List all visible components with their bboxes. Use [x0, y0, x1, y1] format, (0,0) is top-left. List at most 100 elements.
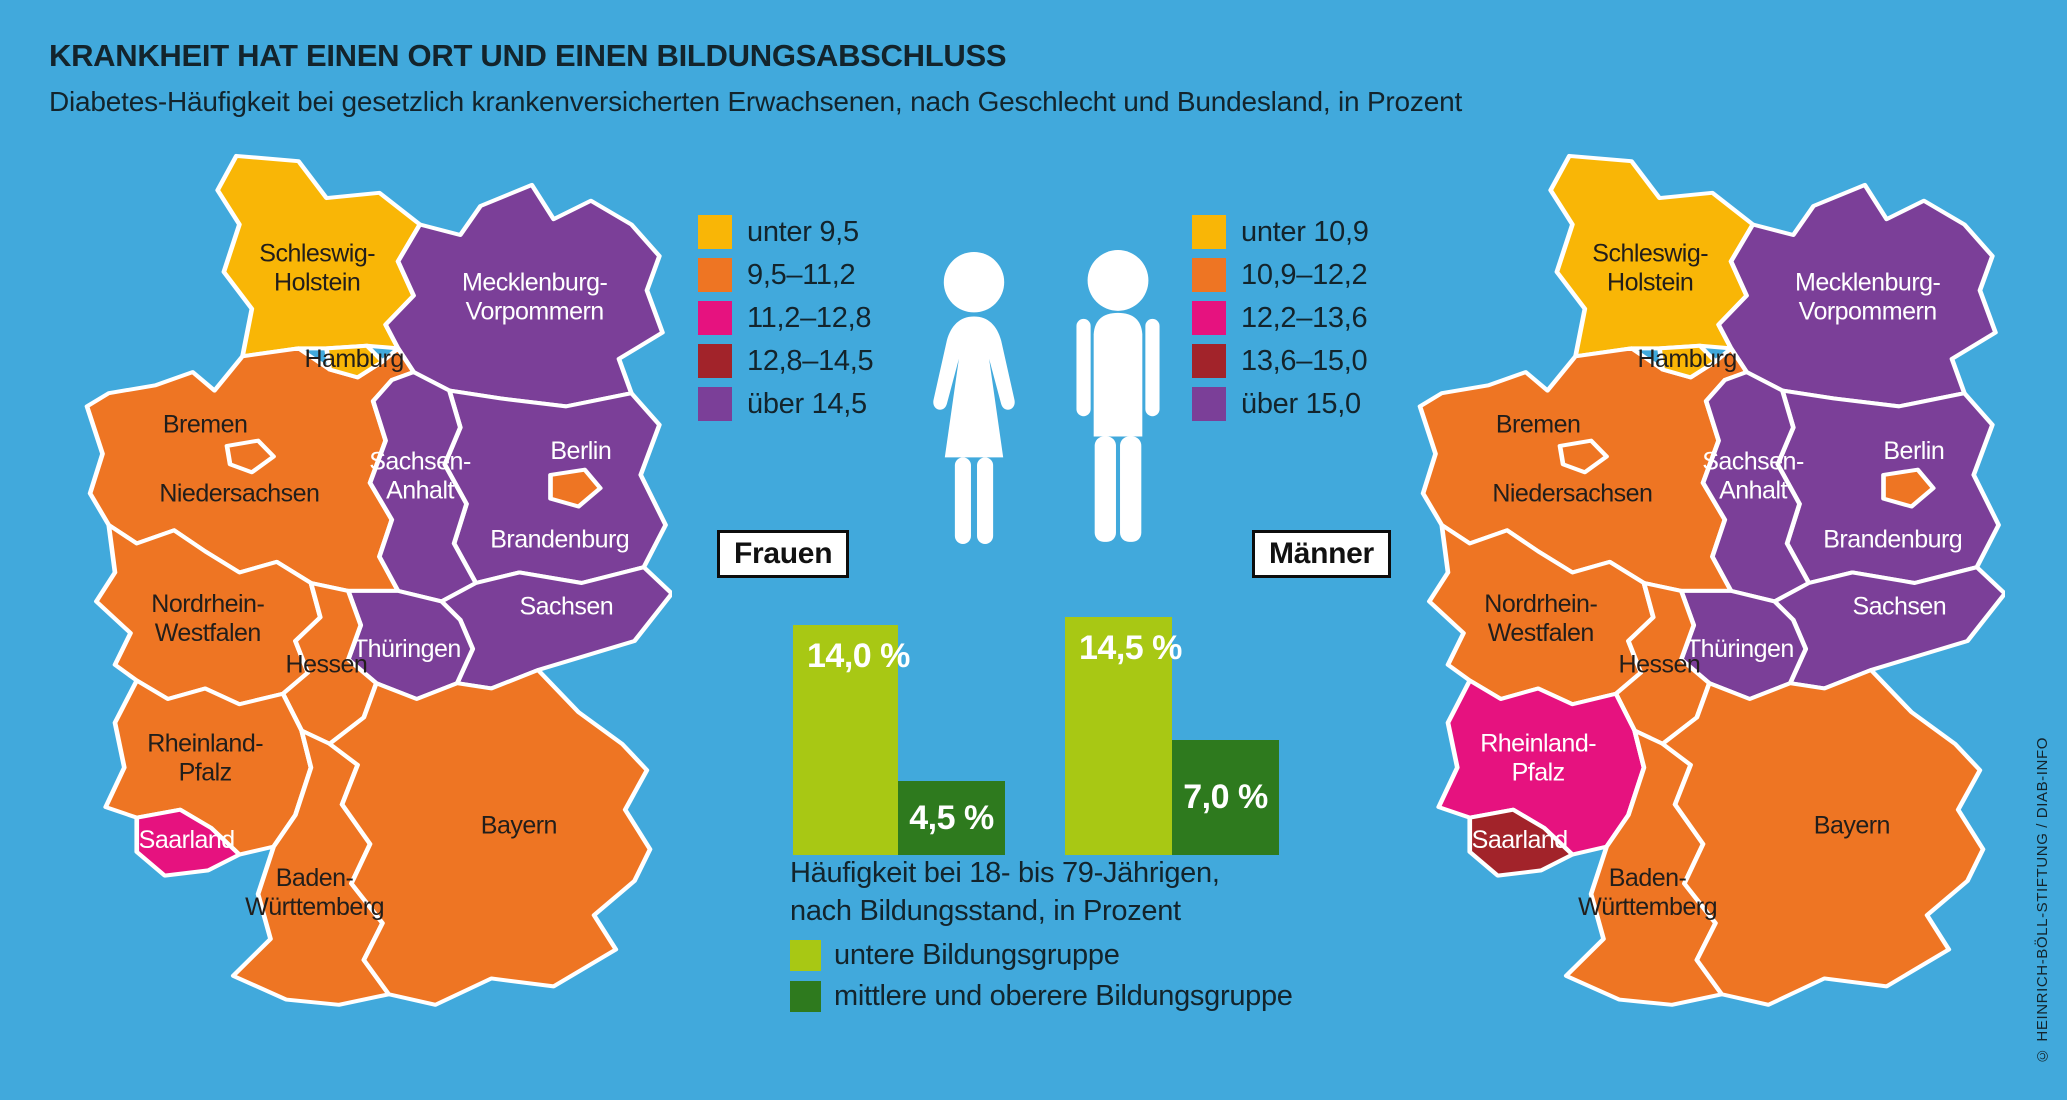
state-label-sachsen-anhalt: Sachsen-Anhalt — [1702, 448, 1804, 505]
education-chart-note: Häufigkeit bei 18- bis 79-Jährigen, nach… — [790, 854, 1293, 1012]
state-bayern — [327, 668, 653, 1007]
male-icon — [1044, 248, 1192, 557]
state-label-niedersachsen: Niedersachsen — [159, 479, 319, 507]
state-label-berlin: Berlin — [550, 437, 611, 465]
note-line-2: nach Bildungsstand, in Prozent — [790, 895, 1181, 927]
state-label-niedersachsen: Niedersachsen — [1492, 479, 1652, 507]
legend-item: 13,6–15,0 — [1192, 344, 1369, 378]
state-berlin — [548, 467, 603, 509]
state-label-berlin: Berlin — [1883, 437, 1944, 465]
germany-map: Schleswig-Holstein Hamburg Mecklenburg-V… — [84, 153, 672, 1007]
frauen-tag: Frauen — [717, 530, 850, 578]
legend-item: 12,2–13,6 — [1192, 301, 1369, 335]
state-label-baden-wuerttemberg: Baden-Württemberg — [245, 864, 384, 921]
state-label-bayern: Bayern — [1814, 811, 1890, 839]
state-label-brandenburg: Brandenburg — [1823, 525, 1962, 553]
legend-swatch-magenta — [698, 301, 732, 335]
state-label-saarland: Saarland — [139, 826, 235, 854]
bar-frauen-mittlere-obere-bildungsgruppe: 4,5 % — [898, 781, 1005, 855]
legend-label: untere Bildungsgruppe — [834, 939, 1120, 971]
bar-maenner-untere-bildungsgruppe: 14,5 % — [1065, 617, 1182, 855]
female-icon — [900, 250, 1048, 557]
state-label-mecklenburg-vorpommern: Mecklenburg-Vorpommern — [1795, 268, 1941, 325]
legend-swatch-yellow — [698, 215, 732, 249]
education-legend-item: untere Bildungsgruppe — [790, 939, 1293, 971]
state-label-baden-wuerttemberg: Baden-Württemberg — [1578, 864, 1717, 921]
legend-label: über 15,0 — [1241, 387, 1361, 420]
state-label-mecklenburg-vorpommern: Mecklenburg-Vorpommern — [462, 268, 608, 325]
legend-label: 10,9–12,2 — [1241, 258, 1368, 291]
legend-item: 9,5–11,2 — [698, 258, 873, 292]
state-label-hessen: Hessen — [1619, 651, 1701, 679]
state-bremen — [224, 438, 276, 475]
state-berlin — [1881, 467, 1936, 509]
bar-value-label: 14,5 % — [1079, 629, 1182, 667]
legend-label: 9,5–11,2 — [747, 258, 856, 291]
legend-label: mittlere und oberere Bildungsgruppe — [834, 980, 1293, 1012]
education-legend-item: mittlere und oberere Bildungsgruppe — [790, 980, 1293, 1012]
state-label-saarland: Saarland — [1472, 826, 1568, 854]
bar-value-label: 7,0 % — [1183, 778, 1268, 816]
legend-item: unter 10,9 — [1192, 215, 1369, 249]
note-line-1: Häufigkeit bei 18- bis 79-Jährigen, — [790, 857, 1220, 889]
legend-label: 12,8–14,5 — [747, 344, 874, 377]
legend-item: über 15,0 — [1192, 387, 1369, 421]
legend-swatch-orange — [1192, 258, 1226, 292]
state-label-bremen: Bremen — [1496, 411, 1580, 439]
state-label-sachsen: Sachsen — [1852, 593, 1946, 621]
state-label-schleswig-holstein: Schleswig-Holstein — [259, 239, 375, 296]
legend-swatch-purple — [1192, 387, 1226, 421]
map-maenner: Schleswig-Holstein Hamburg Mecklenburg-V… — [1385, 148, 2005, 1018]
state-hamburg — [1657, 343, 1718, 380]
legend-item: 11,2–12,8 — [698, 301, 873, 335]
state-saarland — [134, 807, 242, 878]
state-bremen — [1557, 438, 1609, 475]
bar-value-label: 14,0 % — [807, 637, 910, 675]
state-mecklenburg-vorpommern — [383, 182, 665, 409]
legend-maenner: unter 10,9 10,9–12,2 12,2–13,6 13,6–15,0… — [1192, 215, 1369, 430]
bar-value-label: 4,5 % — [909, 798, 994, 837]
legend-label: über 14,5 — [747, 387, 867, 420]
map-frauen: Schleswig-Holstein Hamburg Mecklenburg-V… — [52, 148, 672, 1018]
state-saarland — [1467, 807, 1575, 878]
legend-label: unter 9,5 — [747, 215, 859, 248]
state-label-thueringen: Thüringen — [353, 635, 461, 663]
legend-swatch-purple — [698, 387, 732, 421]
state-sachsen — [439, 565, 672, 691]
state-label-sachsen: Sachsen — [519, 593, 613, 621]
legend-item: 12,8–14,5 — [698, 344, 874, 378]
legend-swatch-darkgreen — [790, 981, 821, 1012]
state-mecklenburg-vorpommern — [1716, 182, 1998, 409]
legend-swatch-darkred — [698, 344, 732, 378]
state-shapes — [1417, 153, 2005, 1007]
legend-item: 10,9–12,2 — [1192, 258, 1369, 292]
state-sachsen — [1772, 565, 2005, 691]
germany-map: Schleswig-Holstein Hamburg Mecklenburg-V… — [1417, 153, 2005, 1007]
legend-swatch-lightgreen — [790, 940, 821, 971]
state-label-schleswig-holstein: Schleswig-Holstein — [1592, 239, 1708, 296]
state-label-bremen: Bremen — [163, 411, 247, 439]
state-label-hessen: Hessen — [286, 651, 368, 679]
legend-frauen: unter 9,5 9,5–11,2 11,2–12,8 12,8–14,5 ü… — [698, 215, 874, 430]
legend-swatch-darkred — [1192, 344, 1226, 378]
legend-swatch-yellow — [1192, 215, 1226, 249]
maenner-tag: Männer — [1252, 530, 1391, 578]
state-label-thueringen: Thüringen — [1686, 635, 1794, 663]
legend-item: über 14,5 — [698, 387, 873, 421]
state-label-brandenburg: Brandenburg — [490, 525, 629, 553]
copyright-credit: © HEINRICH-BÖLL-STIFTUNG / DIAB-INFO — [2034, 737, 2051, 1064]
page-title: KRANKHEIT HAT EINEN ORT UND EINEN BILDUN… — [49, 38, 1007, 73]
state-label-rheinland-pfalz: Rheinland-Pfalz — [1480, 730, 1596, 787]
legend-item: unter 9,5 — [698, 215, 873, 249]
legend-swatch-orange — [698, 258, 732, 292]
legend-label: 11,2–12,8 — [747, 301, 872, 334]
state-schleswig-holstein — [215, 153, 423, 359]
state-bayern — [1660, 668, 1986, 1007]
page-subtitle: Diabetes-Häufigkeit bei gesetzlich krank… — [49, 86, 1463, 117]
state-label-sachsen-anhalt: Sachsen-Anhalt — [369, 448, 471, 505]
state-label-nordrhein-westfalen: Nordrhein-Westfalen — [151, 590, 264, 647]
state-labels: Schleswig-Holstein Hamburg Mecklenburg-V… — [1472, 239, 1963, 921]
state-shapes — [84, 153, 672, 1007]
state-label-bayern: Bayern — [481, 811, 557, 839]
